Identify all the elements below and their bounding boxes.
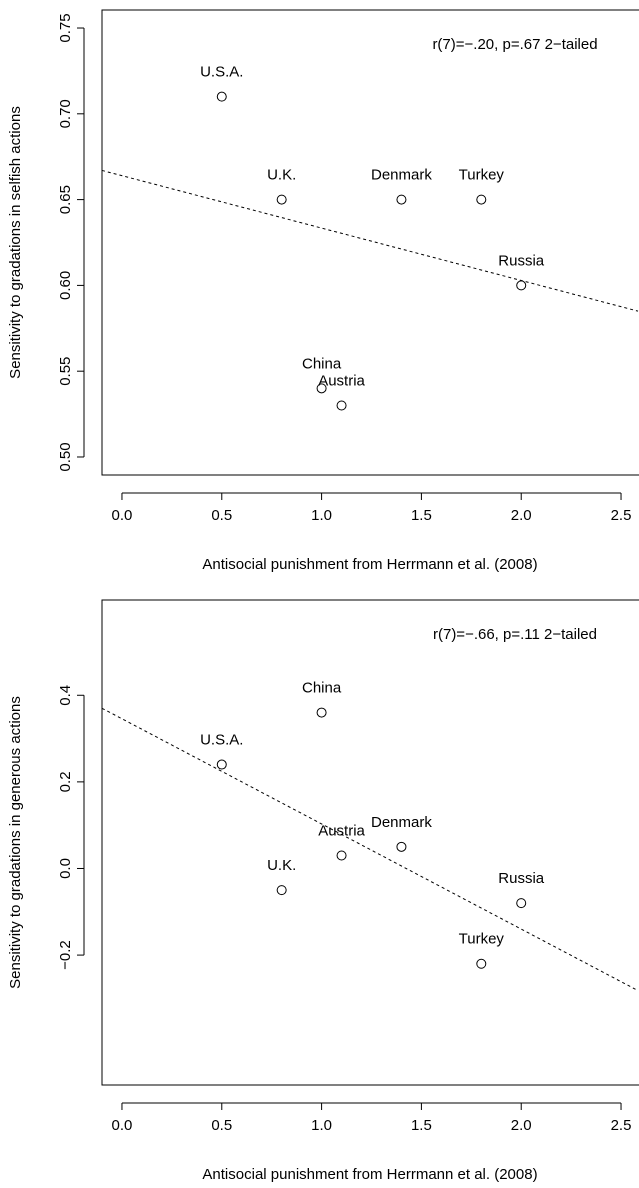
x-tick-label: 2.5 (611, 1117, 632, 1134)
y-tick-label: 0.70 (57, 99, 74, 128)
data-point (316, 707, 327, 718)
x-tick-label: 0.5 (211, 1117, 232, 1134)
x-tick-label: 2.0 (511, 1117, 532, 1134)
trend-line (101, 707, 639, 992)
point-label: China (302, 355, 342, 372)
point-label: U.S.A. (200, 732, 243, 749)
data-point (276, 194, 287, 205)
point-label: Austria (318, 822, 365, 839)
y-tick-label: 0.75 (57, 13, 74, 42)
y-tick-label: 0.2 (57, 771, 74, 792)
annotation: r(7)=−.66, p=.11 2−tailed (433, 626, 597, 643)
x-tick-label: 0.0 (112, 507, 133, 524)
x-tick-label: 2.5 (611, 507, 632, 524)
y-axis-label: Sensitivity to gradations in selfish act… (7, 106, 24, 379)
data-point (336, 850, 347, 861)
x-tick-label: 0.5 (211, 507, 232, 524)
y-tick-label: 0.55 (57, 357, 74, 386)
point-label: Russia (498, 870, 545, 887)
data-point (396, 194, 407, 205)
data-point (476, 194, 487, 205)
y-tick-label: 0.4 (57, 685, 74, 706)
data-point (516, 280, 527, 291)
x-tick-label: 1.0 (311, 1117, 332, 1134)
point-label: China (302, 680, 342, 697)
point-label: Turkey (459, 167, 505, 184)
trend-line (101, 169, 639, 312)
x-tick-label: 1.5 (411, 1117, 432, 1134)
data-point (396, 841, 407, 852)
y-tick-label: 0.50 (57, 442, 74, 471)
data-point (336, 400, 347, 411)
y-tick-label: 0.60 (57, 271, 74, 300)
point-label: U.K. (267, 167, 296, 184)
point-label: Denmark (371, 814, 432, 831)
point-label: Denmark (371, 167, 432, 184)
y-tick-label: −0.2 (57, 940, 74, 970)
x-tick-label: 2.0 (511, 507, 532, 524)
point-label: Russia (498, 252, 545, 269)
plot-box (101, 599, 639, 1086)
annotation: r(7)=−.20, p=.67 2−tailed (432, 36, 597, 53)
x-axis-label: Antisocial punishment from Herrmann et a… (202, 556, 537, 573)
x-tick-label: 0.0 (112, 1117, 133, 1134)
data-point (316, 383, 327, 394)
data-point (516, 898, 527, 909)
x-tick-label: 1.5 (411, 507, 432, 524)
plot-box (101, 9, 639, 476)
point-label: Turkey (459, 931, 505, 948)
data-point (476, 958, 487, 969)
point-label: U.K. (267, 857, 296, 874)
y-tick-label: 0.0 (57, 858, 74, 879)
y-tick-label: 0.65 (57, 185, 74, 214)
y-axis-label: Sensitivity to gradations in generous ac… (7, 696, 24, 989)
data-point (276, 885, 287, 896)
data-point (216, 91, 227, 102)
x-tick-label: 1.0 (311, 507, 332, 524)
data-point (216, 759, 227, 770)
x-axis-label: Antisocial punishment from Herrmann et a… (202, 1166, 537, 1183)
point-label: Austria (318, 372, 365, 389)
point-label: U.S.A. (200, 64, 243, 81)
